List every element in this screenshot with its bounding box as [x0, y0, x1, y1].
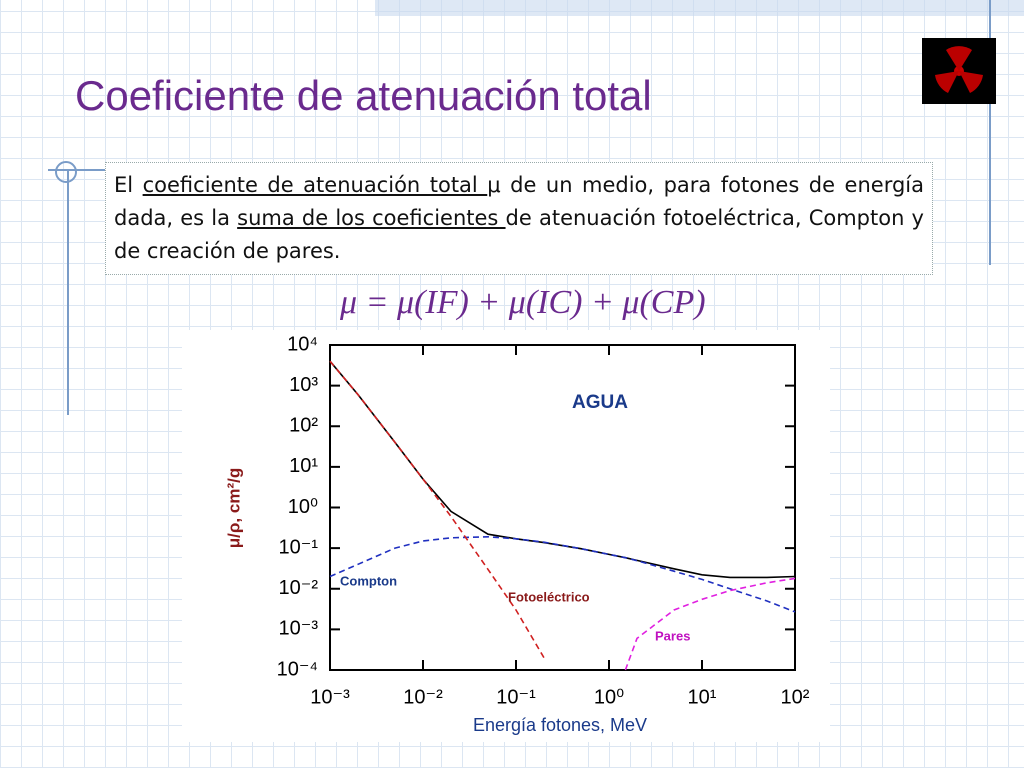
x-tick-label: 10⁻³ — [310, 686, 350, 708]
series-label: Compton — [340, 573, 397, 588]
slide-title: Coeficiente de atenuación total — [75, 72, 652, 119]
x-tick-label: 10² — [781, 686, 810, 708]
text: El — [114, 173, 143, 197]
y-tick-label: 10⁻¹ — [279, 536, 319, 558]
series-line — [624, 577, 796, 671]
x-tick-label: 10¹ — [688, 686, 717, 708]
formula: μ = μ(IF) + μ(IC) + μ(CP) — [340, 284, 706, 321]
underlined-text: coeficiente de atenuación total — [142, 173, 488, 197]
x-tick-label: 10⁰ — [594, 686, 624, 708]
chart-background — [182, 330, 830, 742]
y-tick-label: 10¹ — [289, 455, 318, 477]
text: μ de un medio, para fotones de energía d… — [114, 173, 924, 230]
y-tick-label: 10³ — [289, 374, 318, 396]
y-tick-label: 10⁻² — [279, 577, 319, 599]
series-line — [329, 360, 545, 659]
series-label: Fotoeléctrico — [508, 589, 590, 604]
text-box: El coeficiente de atenuación total μ de … — [105, 162, 933, 275]
annotation: AGUA — [572, 392, 628, 413]
x-tick-label: 10⁻¹ — [496, 686, 536, 708]
series-label: Pares — [655, 628, 690, 643]
y-tick-label: 10² — [289, 415, 318, 437]
x-tick-label: 10⁻² — [403, 686, 443, 708]
text: de atenuación fotoeléctrica, Compton y d… — [114, 206, 924, 263]
series-line — [329, 535, 796, 613]
y-tick-label: 10⁻³ — [279, 618, 319, 640]
y-tick-label: 10⁴ — [287, 333, 318, 355]
underlined-text: suma de los coeficientes — [237, 206, 506, 230]
y-axis-label: μ/ρ, cm²/g — [224, 468, 243, 548]
x-axis-label: Energía fotones, MeV — [473, 715, 647, 735]
y-tick-label: 10⁰ — [288, 496, 318, 518]
y-tick-label: 10⁻⁴ — [277, 658, 318, 680]
